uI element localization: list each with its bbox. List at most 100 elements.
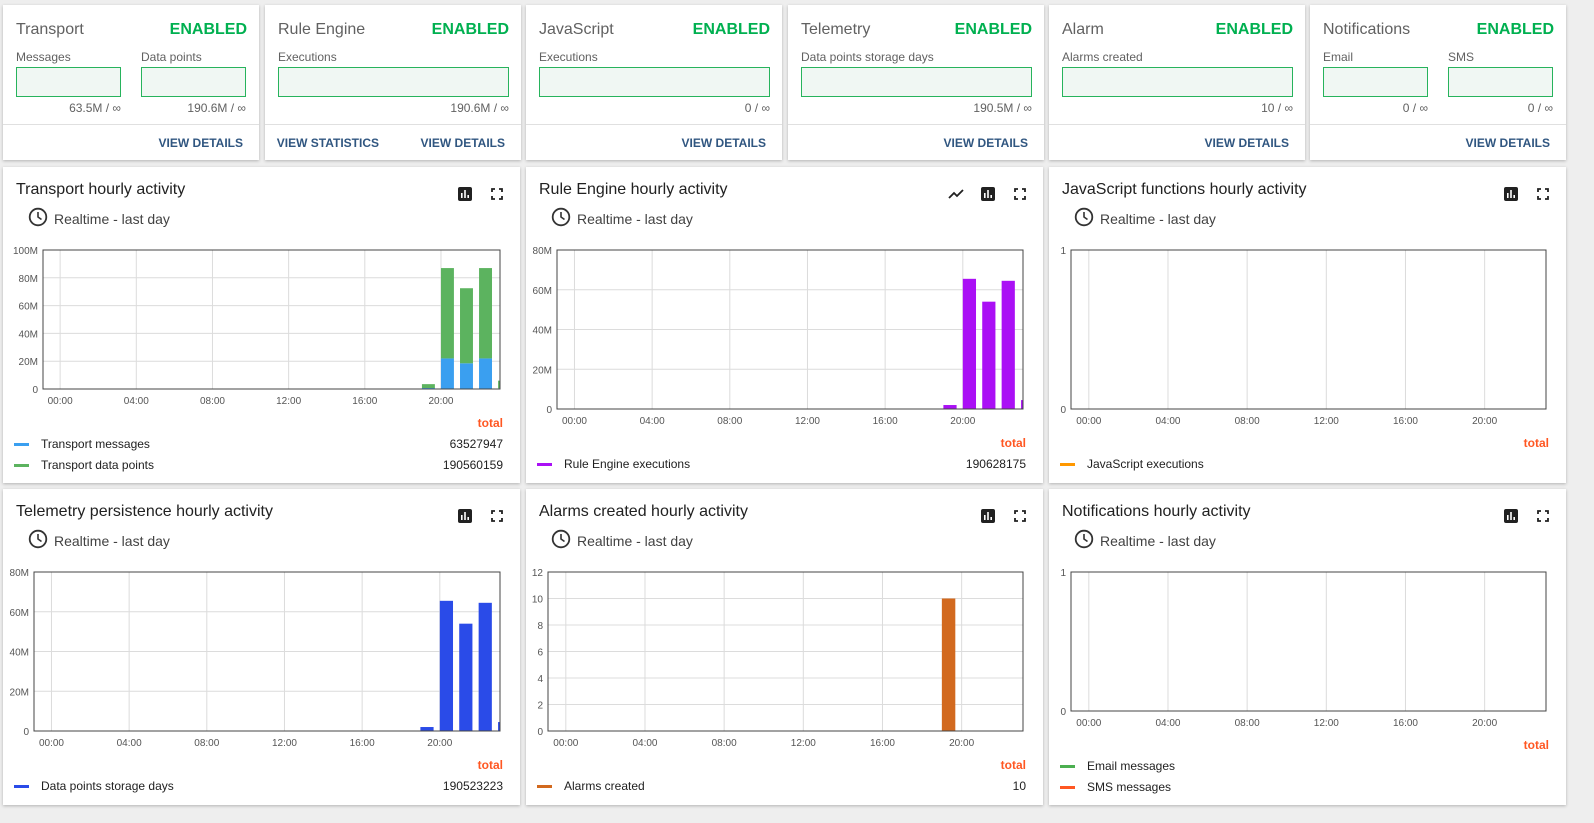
timewindow[interactable]: Realtime - last day (551, 207, 693, 230)
bar-data-points-storage-days[interactable] (420, 727, 434, 731)
metric-label: Executions (278, 50, 337, 64)
view-details-button[interactable]: VIEW DETAILS (1465, 136, 1550, 150)
usage-progress-bar (539, 67, 770, 97)
legend-color-swatch (14, 443, 29, 446)
summary-card-rule-engine: Rule Engine ENABLED Executions 190.6M / ∞ VI… (265, 5, 521, 160)
bar-data-points-storage-days[interactable] (478, 602, 492, 731)
bar-transport-data-points[interactable] (421, 384, 435, 389)
x-tick-label: 04:00 (124, 396, 149, 407)
metric-value: 0 / ∞ (744, 101, 770, 115)
timewindow-label: Realtime - last day (54, 532, 170, 549)
legend-label[interactable]: Data points storage days (41, 779, 174, 793)
metric-label: Email (1323, 50, 1354, 64)
chart-toolbar (947, 185, 1029, 203)
timewindow[interactable]: Realtime - last day (551, 529, 693, 552)
bar-chart-icon[interactable] (979, 507, 997, 525)
fullscreen-icon[interactable] (1011, 507, 1029, 525)
legend-label[interactable]: Transport messages (41, 437, 150, 451)
card-title: Telemetry (801, 21, 871, 38)
bar-transport-data-points[interactable] (498, 380, 500, 389)
view-details-button[interactable]: VIEW DETAILS (681, 136, 766, 150)
legend-label[interactable]: Email messages (1087, 759, 1175, 773)
bar-rule-engine-executions[interactable] (982, 301, 996, 409)
view-details-button[interactable]: VIEW DETAILS (420, 136, 505, 150)
legend-label[interactable]: Transport data points (41, 458, 154, 472)
x-tick-label: 08:00 (1235, 718, 1260, 729)
legend-total-value: 10 (1013, 779, 1027, 793)
chart-plot: 0 2 4 6 8 10 12 00:00 04:00 08:00 12:00 16:00 20:00 t… (532, 568, 1027, 793)
y-tick-label: 100M (13, 246, 38, 257)
bar-data-points-storage-days[interactable] (459, 623, 473, 731)
bar-rule-engine-executions[interactable] (962, 278, 977, 409)
chart-title: Transport hourly activity (16, 181, 186, 198)
chart-card-javascript-functions-hourly-activity: JavaScript functions hourly activity Real… (1049, 167, 1566, 483)
bar-rule-engine-executions[interactable] (1001, 280, 1015, 409)
legend-total-header: total (1524, 436, 1549, 450)
metric-value: 0 / ∞ (1402, 101, 1428, 115)
legend-total-header: total (478, 758, 503, 772)
fullscreen-icon[interactable] (1534, 185, 1552, 203)
y-tick-label: 20M (533, 365, 552, 376)
bar-rule-engine-executions[interactable] (943, 405, 957, 409)
line-chart-icon[interactable] (947, 185, 965, 203)
x-tick-label: 20:00 (427, 738, 452, 749)
timewindow[interactable]: Realtime - last day (1074, 529, 1216, 552)
fullscreen-icon[interactable] (488, 185, 506, 203)
timewindow[interactable]: Realtime - last day (28, 529, 170, 552)
view-details-button[interactable]: VIEW DETAILS (1204, 136, 1289, 150)
bar-chart-icon[interactable] (456, 185, 474, 203)
card-divider (3, 124, 259, 125)
metric-label: Data points storage days (801, 50, 934, 64)
status-badge: ENABLED (431, 21, 509, 38)
legend-label[interactable]: SMS messages (1087, 780, 1171, 794)
bar-transport-messages[interactable] (440, 358, 454, 389)
bar-rule-engine-executions[interactable] (1021, 400, 1023, 409)
bar-data-points-storage-days[interactable] (498, 722, 500, 731)
bar-data-points-storage-days[interactable] (439, 600, 454, 731)
view-details-button[interactable]: VIEW DETAILS (158, 136, 243, 150)
usage-progress-bar (16, 67, 121, 97)
bar-alarms-created[interactable] (941, 598, 956, 732)
x-tick-label: 20:00 (950, 416, 975, 427)
legend-label[interactable]: Alarms created (564, 779, 645, 793)
legend-total-header: total (1524, 738, 1549, 752)
status-badge: ENABLED (692, 21, 770, 38)
plot-border (1070, 571, 1547, 712)
fullscreen-icon[interactable] (1534, 507, 1552, 525)
plot-border (547, 571, 1024, 732)
y-tick-label: 1 (1060, 568, 1066, 579)
legend-label[interactable]: Rule Engine executions (564, 457, 690, 471)
fullscreen-icon[interactable] (488, 507, 506, 525)
metric-label: Alarms created (1062, 50, 1143, 64)
view-statistics-button[interactable]: VIEW STATISTICS (276, 136, 379, 150)
status-badge: ENABLED (954, 21, 1032, 38)
chart-card-rule-engine-hourly-activity: Rule Engine hourly activity Realtime - la… (526, 167, 1043, 483)
clock-icon (28, 529, 48, 552)
fullscreen-icon[interactable] (1011, 185, 1029, 203)
bar-chart-icon[interactable] (456, 507, 474, 525)
y-tick-label: 60M (19, 302, 38, 313)
chart-plot: 0 1 00:00 04:00 08:00 12:00 16:00 20:00 total Ema… (1060, 568, 1549, 794)
view-details-button[interactable]: VIEW DETAILS (943, 136, 1028, 150)
bar-chart-icon[interactable] (1502, 507, 1520, 525)
chart-card-transport-hourly-activity: Transport hourly activity Realtime - last… (3, 167, 520, 483)
timewindow[interactable]: Realtime - last day (1074, 207, 1216, 230)
bar-transport-data-points[interactable] (479, 268, 493, 359)
legend-label[interactable]: JavaScript executions (1087, 457, 1204, 471)
x-tick-label: 12:00 (272, 738, 297, 749)
bar-chart-icon[interactable] (1502, 185, 1520, 203)
chart-toolbar (1502, 507, 1552, 525)
card-divider (1049, 124, 1305, 125)
card-title: JavaScript (539, 21, 614, 38)
timewindow[interactable]: Realtime - last day (28, 207, 170, 230)
chart-card-alarms-created-hourly-activity: Alarms created hourly activity Realtime -… (526, 489, 1043, 805)
bar-transport-data-points[interactable] (440, 268, 454, 359)
chart-title: Notifications hourly activity (1062, 503, 1251, 520)
bar-transport-data-points[interactable] (460, 288, 473, 364)
y-tick-label: 20M (10, 687, 29, 698)
bar-transport-messages[interactable] (479, 358, 493, 389)
x-tick-label: 08:00 (200, 396, 225, 407)
x-tick-label: 12:00 (795, 416, 820, 427)
bar-transport-messages[interactable] (460, 363, 473, 389)
bar-chart-icon[interactable] (979, 185, 997, 203)
